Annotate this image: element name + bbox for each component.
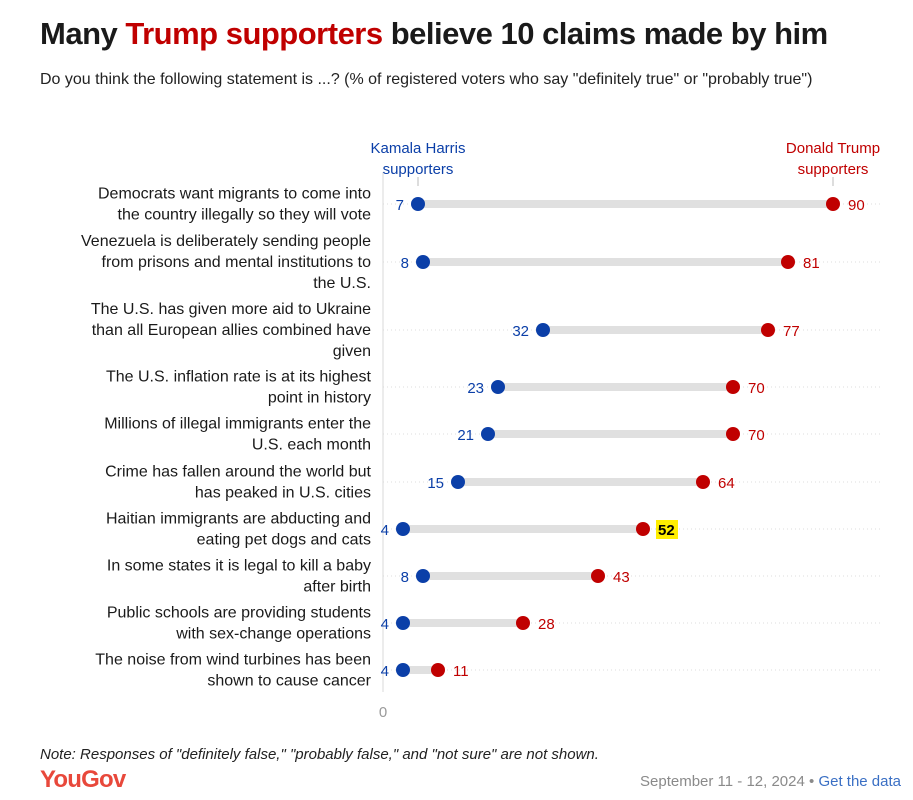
trump-value-label: 64 (718, 475, 735, 492)
trump-value-label: 70 (748, 427, 765, 444)
category-label: In some states it is legal to kill a bab… (107, 558, 371, 596)
harris-value-label: 7 (396, 197, 404, 214)
harris-dot (536, 323, 550, 337)
get-data-link[interactable]: Get the data (818, 773, 901, 790)
trump-value-label: 11 (453, 663, 469, 680)
trump-dot (761, 323, 775, 337)
harris-value-label: 23 (467, 380, 484, 397)
trump-dot (781, 255, 795, 269)
trump-dot (591, 569, 605, 583)
trump-dot (726, 427, 740, 441)
footer-meta: September 11 - 12, 2024 • Get the data (640, 773, 901, 790)
trump-value-label: 43 (613, 569, 630, 586)
harris-value-label: 21 (457, 427, 474, 444)
category-label: Venezuela is deliberately sending people… (81, 233, 371, 292)
category-label: The U.S. inflation rate is at its highes… (106, 369, 372, 407)
harris-value-label: 4 (381, 663, 389, 680)
harris-dot (396, 663, 410, 677)
trump-value-label: 52 (658, 522, 675, 539)
highlight-box (656, 520, 678, 539)
category-label: Public schools are providing students wit… (107, 605, 371, 643)
survey-date: September 11 - 12, 2024 (640, 773, 805, 790)
title-highlight: Trump supporters (125, 16, 383, 51)
harris-dot (416, 569, 430, 583)
category-label: Haitian immigrants are abducting and eati… (106, 511, 371, 549)
category-label: Crime has fallen around the world but has… (105, 464, 371, 502)
title-pre: Many (40, 16, 126, 51)
harris-dot (481, 427, 495, 441)
harris-dot (396, 616, 410, 630)
harris-dot (411, 197, 425, 211)
harris-series-label: Kamala Harris supporters (370, 140, 465, 178)
trump-dot (636, 522, 650, 536)
trump-dot (826, 197, 840, 211)
footer-separator: • (804, 773, 819, 790)
category-label: Millions of illegal immigrants enter the… (104, 416, 371, 454)
harris-value-label: 8 (401, 255, 409, 272)
chart-title: Many Trump supporters believe 10 claims … (40, 16, 828, 52)
category-label: The noise from wind turbines has been sho… (95, 652, 371, 690)
harris-dot (451, 475, 465, 489)
harris-dot (491, 380, 505, 394)
trump-dot (696, 475, 710, 489)
category-label: The U.S. has given more aid to Ukraine th… (91, 301, 371, 360)
trump-series-label: Donald Trump supporters (786, 140, 880, 178)
dot-plot-chart: 0 Kamala Harris supporters Donald Trump supp… (81, 140, 883, 721)
yougov-logo: YouGov (40, 766, 126, 793)
axis-zero-label: 0 (379, 704, 387, 721)
trump-value-label: 77 (783, 323, 800, 340)
trump-value-label: 81 (803, 255, 820, 272)
trump-dot (516, 616, 530, 630)
trump-dot (431, 663, 445, 677)
harris-value-label: 32 (512, 323, 529, 340)
trump-value-label: 90 (848, 197, 865, 214)
trump-value-label: 70 (748, 380, 765, 397)
chart-subtitle: Do you think the following statement is … (40, 71, 813, 88)
trump-dot (726, 380, 740, 394)
category-label: Democrats want migrants to come into the … (98, 186, 371, 224)
harris-value-label: 8 (401, 569, 409, 586)
trump-value-label: 28 (538, 616, 555, 633)
harris-dot (416, 255, 430, 269)
title-post: believe 10 claims made by him (382, 16, 828, 51)
harris-value-label: 15 (427, 475, 444, 492)
harris-dot (396, 522, 410, 536)
harris-value-label: 4 (381, 616, 389, 633)
harris-value-label: 4 (381, 522, 389, 539)
footnote: Note: Responses of "definitely false," "… (40, 746, 599, 763)
